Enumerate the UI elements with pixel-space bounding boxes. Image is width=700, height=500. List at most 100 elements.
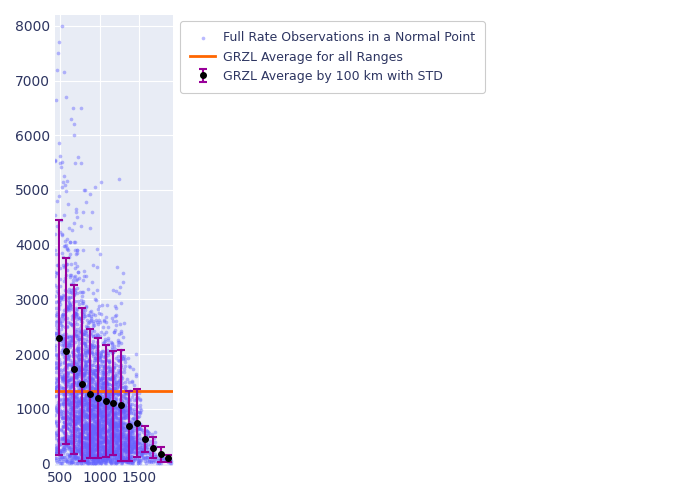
Full Rate Observations in a Normal Point <box>122 458 134 466</box>
Full Rate Observations in a Normal Point <box>113 434 124 442</box>
Full Rate Observations in a Normal Point <box>74 456 85 464</box>
Full Rate Observations in a Normal Point <box>106 459 117 467</box>
Full Rate Observations in a Normal Point <box>71 365 83 373</box>
Full Rate Observations in a Normal Point <box>81 440 92 448</box>
Full Rate Observations in a Normal Point <box>98 379 109 387</box>
Full Rate Observations in a Normal Point <box>69 297 80 305</box>
Full Rate Observations in a Normal Point <box>96 362 107 370</box>
Full Rate Observations in a Normal Point <box>66 364 78 372</box>
Full Rate Observations in a Normal Point <box>84 317 95 325</box>
Full Rate Observations in a Normal Point <box>71 448 83 456</box>
Full Rate Observations in a Normal Point <box>108 442 120 450</box>
Full Rate Observations in a Normal Point <box>114 444 125 452</box>
Full Rate Observations in a Normal Point <box>75 428 86 436</box>
Full Rate Observations in a Normal Point <box>99 433 111 441</box>
Full Rate Observations in a Normal Point <box>94 446 106 454</box>
Full Rate Observations in a Normal Point <box>87 429 98 437</box>
Full Rate Observations in a Normal Point <box>97 438 108 446</box>
Full Rate Observations in a Normal Point <box>95 348 106 356</box>
Full Rate Observations in a Normal Point <box>60 186 71 194</box>
Full Rate Observations in a Normal Point <box>61 266 72 274</box>
Full Rate Observations in a Normal Point <box>120 456 131 464</box>
Full Rate Observations in a Normal Point <box>94 459 106 467</box>
Full Rate Observations in a Normal Point <box>126 445 137 453</box>
Full Rate Observations in a Normal Point <box>92 408 103 416</box>
Full Rate Observations in a Normal Point <box>64 451 75 459</box>
Full Rate Observations in a Normal Point <box>90 460 101 468</box>
Full Rate Observations in a Normal Point <box>78 456 89 464</box>
Full Rate Observations in a Normal Point <box>61 424 72 432</box>
Full Rate Observations in a Normal Point <box>67 449 78 457</box>
Full Rate Observations in a Normal Point <box>60 311 71 319</box>
Full Rate Observations in a Normal Point <box>61 436 72 444</box>
Full Rate Observations in a Normal Point <box>62 438 73 446</box>
Full Rate Observations in a Normal Point <box>64 394 76 402</box>
Full Rate Observations in a Normal Point <box>92 420 103 428</box>
Full Rate Observations in a Normal Point <box>113 444 124 452</box>
Full Rate Observations in a Normal Point <box>76 408 87 416</box>
Full Rate Observations in a Normal Point <box>128 449 139 457</box>
Full Rate Observations in a Normal Point <box>67 312 78 320</box>
Full Rate Observations in a Normal Point <box>118 420 130 428</box>
Full Rate Observations in a Normal Point <box>130 444 141 452</box>
Full Rate Observations in a Normal Point <box>69 366 80 374</box>
Full Rate Observations in a Normal Point <box>81 399 92 407</box>
Full Rate Observations in a Normal Point <box>59 400 70 408</box>
Full Rate Observations in a Normal Point <box>92 424 104 432</box>
Full Rate Observations in a Normal Point <box>114 420 125 428</box>
Full Rate Observations in a Normal Point <box>76 438 88 446</box>
Full Rate Observations in a Normal Point <box>92 442 103 450</box>
Full Rate Observations in a Normal Point <box>88 451 99 459</box>
Full Rate Observations in a Normal Point <box>78 408 90 416</box>
Full Rate Observations in a Normal Point <box>64 406 76 413</box>
Full Rate Observations in a Normal Point <box>56 434 67 442</box>
Full Rate Observations in a Normal Point <box>137 428 148 436</box>
Full Rate Observations in a Normal Point <box>103 440 114 448</box>
Full Rate Observations in a Normal Point <box>76 422 87 430</box>
Full Rate Observations in a Normal Point <box>100 459 111 467</box>
Full Rate Observations in a Normal Point <box>88 451 99 459</box>
Full Rate Observations in a Normal Point <box>67 424 78 432</box>
Full Rate Observations in a Normal Point <box>97 412 108 420</box>
Full Rate Observations in a Normal Point <box>92 389 103 397</box>
Full Rate Observations in a Normal Point <box>83 312 94 320</box>
Full Rate Observations in a Normal Point <box>102 436 113 444</box>
Full Rate Observations in a Normal Point <box>109 430 120 438</box>
Full Rate Observations in a Normal Point <box>109 302 120 310</box>
Full Rate Observations in a Normal Point <box>74 419 85 427</box>
Full Rate Observations in a Normal Point <box>120 383 132 391</box>
Full Rate Observations in a Normal Point <box>88 322 99 330</box>
Full Rate Observations in a Normal Point <box>50 454 62 462</box>
Full Rate Observations in a Normal Point <box>85 368 96 376</box>
Full Rate Observations in a Normal Point <box>140 436 151 444</box>
Full Rate Observations in a Normal Point <box>52 386 63 394</box>
Full Rate Observations in a Normal Point <box>63 380 74 388</box>
Full Rate Observations in a Normal Point <box>66 338 78 345</box>
Full Rate Observations in a Normal Point <box>66 453 78 461</box>
Full Rate Observations in a Normal Point <box>131 430 142 438</box>
Full Rate Observations in a Normal Point <box>111 453 122 461</box>
Full Rate Observations in a Normal Point <box>74 344 85 352</box>
Full Rate Observations in a Normal Point <box>49 410 60 418</box>
Full Rate Observations in a Normal Point <box>134 396 146 404</box>
Full Rate Observations in a Normal Point <box>79 366 90 374</box>
Full Rate Observations in a Normal Point <box>102 370 113 378</box>
Full Rate Observations in a Normal Point <box>107 348 118 356</box>
Full Rate Observations in a Normal Point <box>69 426 80 434</box>
Full Rate Observations in a Normal Point <box>53 386 64 394</box>
Full Rate Observations in a Normal Point <box>82 412 93 420</box>
Full Rate Observations in a Normal Point <box>91 362 102 370</box>
Full Rate Observations in a Normal Point <box>120 386 132 394</box>
Full Rate Observations in a Normal Point <box>90 312 101 320</box>
Full Rate Observations in a Normal Point <box>92 454 103 462</box>
Full Rate Observations in a Normal Point <box>102 410 113 418</box>
Full Rate Observations in a Normal Point <box>108 420 119 428</box>
Full Rate Observations in a Normal Point <box>87 400 98 407</box>
Full Rate Observations in a Normal Point <box>102 410 113 418</box>
Full Rate Observations in a Normal Point <box>78 453 89 461</box>
Full Rate Observations in a Normal Point <box>80 458 91 466</box>
Full Rate Observations in a Normal Point <box>84 372 95 380</box>
Full Rate Observations in a Normal Point <box>92 436 103 444</box>
Full Rate Observations in a Normal Point <box>94 393 106 401</box>
Full Rate Observations in a Normal Point <box>114 442 125 450</box>
